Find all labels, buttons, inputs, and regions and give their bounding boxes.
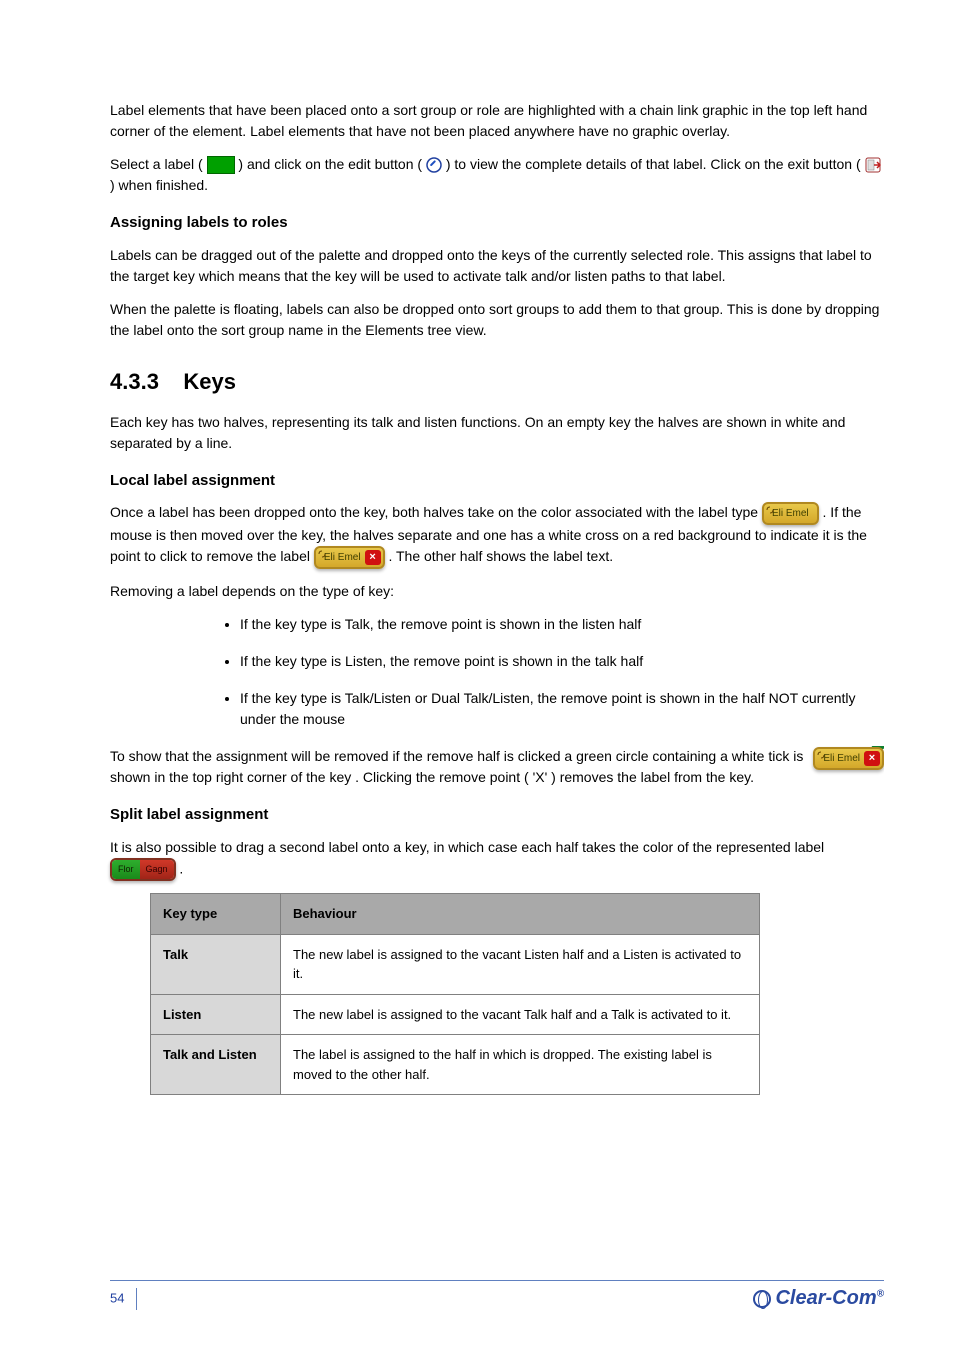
edit-icon: [426, 157, 442, 173]
green-label-swatch: [207, 156, 235, 174]
page-number-area: 54: [110, 1288, 145, 1310]
table-cell-behaviour: The new label is assigned to the vacant …: [281, 994, 760, 1035]
paragraph-split: It is also possible to drag a second lab…: [110, 837, 884, 882]
text: . Clicking the remove point (: [355, 769, 529, 785]
text: Once a label has been dropped onto the k…: [110, 504, 762, 520]
paragraph-key-state: Eli Emel × To show that the assignment w…: [110, 746, 884, 788]
page-footer: 54 Clear-Com®: [110, 1280, 884, 1310]
heading-split-label: Split label assignment: [110, 804, 884, 827]
key-example-split: FlorGagn: [110, 858, 176, 882]
remove-x-icon: ×: [365, 550, 381, 565]
key-label-text: Eli Emel: [324, 552, 361, 563]
list-item: If the key type is Talk/Listen or Dual T…: [240, 688, 884, 730]
paragraph-chainlink: Label elements that have been placed ont…: [110, 100, 884, 142]
split-left-label: Flor: [112, 860, 140, 880]
exit-icon: [865, 157, 881, 173]
page-number: 54: [110, 1290, 124, 1305]
list-item: If the key type is Listen, the remove po…: [240, 651, 884, 672]
heading-assign-labels: Assigning labels to roles: [110, 212, 884, 235]
text: .: [179, 860, 183, 876]
table-row: Listen The new label is assigned to the …: [151, 994, 760, 1035]
table-cell-behaviour: The label is assigned to the half in whi…: [281, 1035, 760, 1095]
table-row: Talk The new label is assigned to the va…: [151, 934, 760, 994]
registered-mark: ®: [877, 1288, 884, 1299]
paragraph-local-1: Once a label has been dropped onto the k…: [110, 502, 884, 569]
text: ) removes the label from the key.: [551, 769, 754, 785]
remove-x-icon: ×: [864, 751, 880, 766]
paragraph-edit-label: Select a label ( ) and click on the edit…: [110, 154, 884, 196]
chain-link-icon: [318, 550, 326, 558]
text: ) when finished.: [110, 177, 208, 193]
paragraph-assign-1: Labels can be dragged out of the palette…: [110, 245, 884, 287]
section-heading-keys: 4.3.3 Keys: [110, 365, 884, 398]
chain-link-icon: [766, 506, 774, 514]
chain-link-icon: [817, 751, 825, 759]
key-label-text: Eli Emel: [772, 508, 809, 519]
paragraph-keys-intro: Each key has two halves, representing it…: [110, 412, 884, 454]
table-cell-keytype: Talk and Listen: [151, 1035, 281, 1095]
section-number: 4.3.3: [110, 369, 159, 394]
brand-logo: Clear-Com®: [753, 1287, 884, 1310]
remove-rules-list: If the key type is Talk, the remove poin…: [240, 614, 884, 730]
table-header: Key type: [151, 894, 281, 935]
key-example-with-tick: Eli Emel ×: [813, 746, 884, 770]
text: ) to view the complete details of that l…: [446, 156, 861, 172]
heading-local-label: Local label assignment: [110, 470, 884, 493]
table-header: Behaviour: [281, 894, 760, 935]
table-row: Talk and Listen The label is assigned to…: [151, 1035, 760, 1095]
list-item: If the key type is Talk, the remove poin…: [240, 614, 884, 635]
table-cell-keytype: Listen: [151, 994, 281, 1035]
key-example-plain: Eli Emel: [762, 502, 819, 525]
key-type-table: Key type Behaviour Talk The new label is…: [150, 893, 760, 1095]
brand-text: Clear-Com: [775, 1287, 876, 1309]
key-example-remove: Eli Emel ×: [314, 546, 385, 569]
paragraph-assign-2: When the palette is floating, labels can…: [110, 299, 884, 341]
text: ) and click on the edit button (: [238, 156, 422, 172]
split-right-label: Gagn: [140, 860, 174, 880]
footer-divider: [136, 1288, 137, 1310]
text: 'X': [533, 769, 548, 785]
table-cell-keytype: Talk: [151, 934, 281, 994]
paragraph-local-2: Removing a label depends on the type of …: [110, 581, 884, 602]
text: . The other half shows the label text.: [388, 548, 613, 564]
text: Select a label (: [110, 156, 203, 172]
key-label-text: Eli Emel: [823, 753, 860, 764]
globe-icon: [753, 1290, 771, 1308]
text: It is also possible to drag a second lab…: [110, 839, 824, 855]
table-cell-behaviour: The new label is assigned to the vacant …: [281, 934, 760, 994]
section-title: Keys: [183, 369, 236, 394]
table-header-row: Key type Behaviour: [151, 894, 760, 935]
